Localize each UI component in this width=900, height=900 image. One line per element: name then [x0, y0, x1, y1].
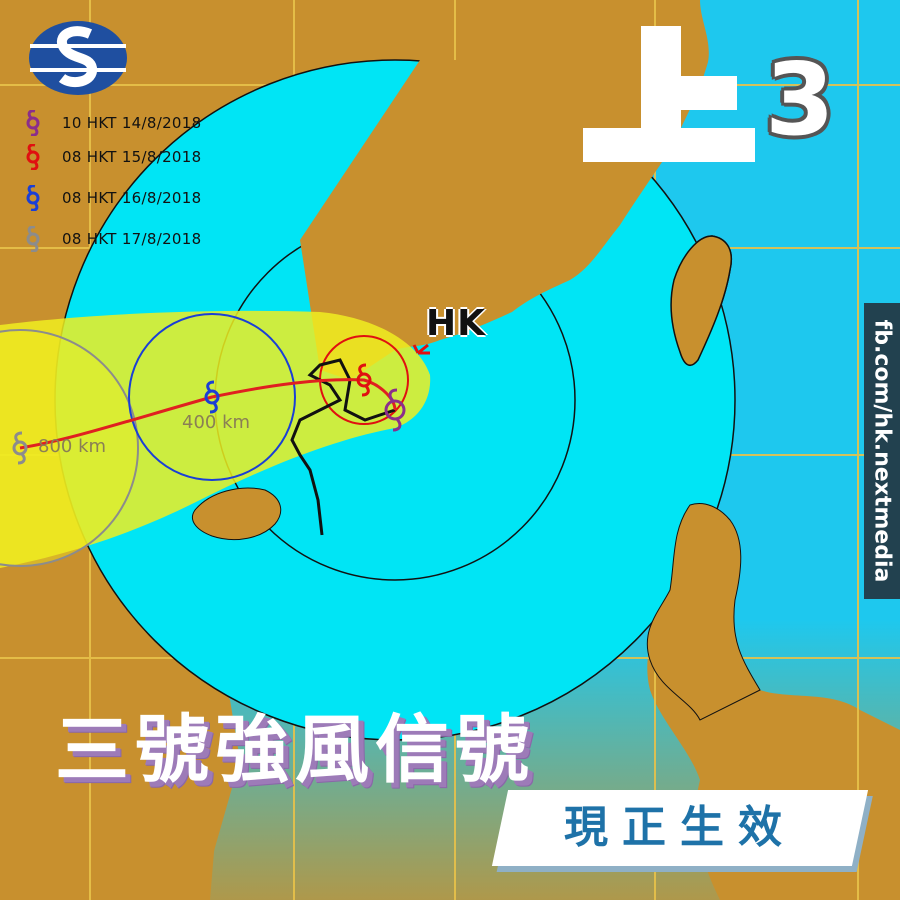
legend-label: 08 HKT 15/8/2018	[62, 148, 202, 166]
legend-item-15-8: 08 HKT 15/8/2018	[22, 144, 201, 170]
uncertainty-circle-16-8	[128, 313, 296, 481]
legend-item-14-8: 10 HKT 14/8/2018	[22, 110, 201, 136]
typhoon-symbol-icon	[26, 185, 40, 211]
signal-number: 3	[765, 41, 835, 158]
subheadline: 現正生效	[564, 802, 796, 853]
subheadline-box: 現正生效	[491, 790, 869, 866]
past-track	[290, 358, 396, 536]
headline: 三號強風信號	[55, 707, 535, 793]
legend-item-16-8: 08 HKT 16/8/2018	[22, 185, 201, 211]
legend-label: 08 HKT 17/8/2018	[62, 230, 202, 248]
distance-label-800km: 800 km	[38, 436, 107, 457]
forecast-cone	[0, 310, 431, 568]
hk-label: HK	[426, 303, 487, 344]
legend-item-17-8: 08 HKT 17/8/2018	[22, 226, 201, 252]
legend-label: 08 HKT 16/8/2018	[62, 189, 202, 207]
signal-up-glyph	[583, 26, 755, 162]
uncertainty-circle-17-8	[0, 329, 139, 567]
legend-label: 10 HKT 14/8/2018	[62, 114, 202, 132]
typhoon-symbol-icon	[26, 144, 40, 170]
typhoon-symbol-icon	[26, 226, 40, 252]
distance-label-400km: 400 km	[182, 412, 251, 433]
side-credit-text: fb.com/hk.nextmedia	[869, 319, 895, 583]
side-credit-bar: fb.com/hk.nextmedia	[864, 303, 900, 599]
typhoon-symbol-icon	[26, 110, 40, 136]
observatory-logo-icon	[29, 21, 127, 95]
forecast-track	[19, 378, 397, 450]
